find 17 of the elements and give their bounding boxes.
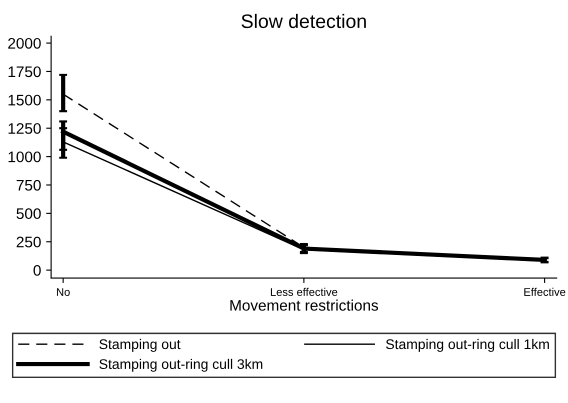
y-tick-label: 2000 <box>8 38 41 49</box>
x-axis-title: Movement restrictions <box>230 300 378 311</box>
y-tick-label: 500 <box>16 208 41 220</box>
y-tick-label: 1500 <box>8 94 41 106</box>
legend-label: Stamping out <box>99 338 180 352</box>
y-tick-label: 1750 <box>8 66 41 78</box>
chart-title: Slow detection <box>242 14 366 28</box>
legend-label: Stamping out-ring cull 1km <box>386 338 549 352</box>
y-tick-label: 0 <box>34 264 41 276</box>
legend-label: Stamping out-ring cull 3km <box>99 358 262 372</box>
x-tick-label: Effective <box>524 288 566 296</box>
y-tick-label: 750 <box>16 180 41 191</box>
y-tick-label: 250 <box>16 236 41 248</box>
y-tick-label: 1000 <box>8 151 41 162</box>
x-tick-label: Less effective <box>270 288 338 296</box>
y-tick-label: 1250 <box>8 123 41 134</box>
x-tick-label: No <box>56 288 70 296</box>
